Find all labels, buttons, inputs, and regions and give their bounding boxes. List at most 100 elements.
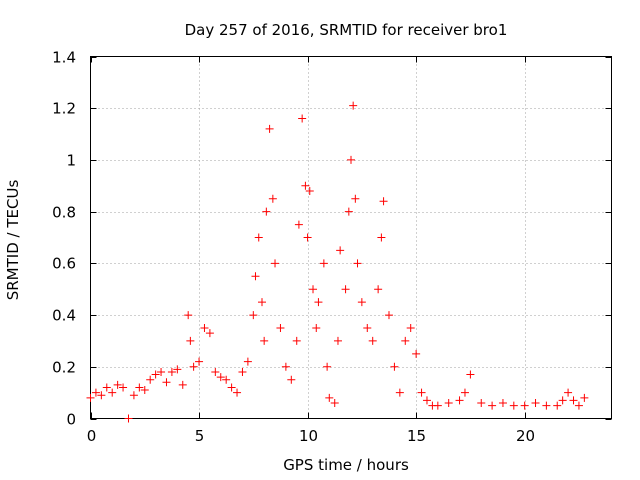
- data-point: [323, 362, 332, 371]
- data-point: [574, 401, 583, 410]
- data-point: [86, 393, 95, 402]
- data-point: [249, 311, 258, 320]
- data-point: [260, 336, 269, 345]
- tick-layer: 0 5 10 15 20 0 0.2 0.4 0.6 0.8 1 1.2 1.4: [52, 49, 612, 445]
- data-point: [151, 370, 160, 379]
- data-point: [238, 367, 247, 376]
- data-point: [542, 401, 551, 410]
- data-point: [325, 393, 334, 402]
- y-tick-label: 0: [66, 411, 76, 429]
- data-point: [455, 396, 464, 405]
- data-point: [379, 197, 388, 206]
- data-point: [368, 336, 377, 345]
- data-point: [564, 388, 573, 397]
- data-point: [222, 375, 231, 384]
- x-tick-label: 5: [195, 427, 205, 445]
- data-point: [301, 181, 310, 190]
- x-tick-label: 0: [87, 427, 97, 445]
- data-point: [319, 259, 328, 268]
- data-point: [298, 114, 307, 123]
- data-point: [205, 329, 214, 338]
- data-point: [395, 388, 404, 397]
- data-point: [305, 186, 314, 195]
- chart-title: Day 257 of 2016, SRMTID for receiver bro…: [185, 21, 508, 39]
- plot-frame: [90, 56, 612, 419]
- data-point: [520, 401, 529, 410]
- data-point: [357, 298, 366, 307]
- data-point: [558, 396, 567, 405]
- data-point: [294, 220, 303, 229]
- y-tick-label: 0.6: [52, 255, 76, 273]
- data-point: [341, 285, 350, 294]
- data-point: [374, 285, 383, 294]
- data-point: [377, 233, 386, 242]
- data-point: [444, 398, 453, 407]
- data-point: [488, 401, 497, 410]
- data-point: [262, 207, 271, 216]
- data-point: [211, 367, 220, 376]
- data-point: [553, 401, 562, 410]
- data-point: [336, 246, 345, 255]
- y-tick-label: 1.2: [52, 100, 76, 118]
- data-point: [251, 272, 260, 281]
- data-point: [91, 388, 100, 397]
- data-point: [344, 207, 353, 216]
- data-point: [119, 383, 128, 392]
- data-point: [195, 357, 204, 366]
- data-point: [186, 336, 195, 345]
- data-point: [363, 324, 372, 332]
- data-point: [108, 388, 117, 397]
- data-point: [189, 362, 198, 371]
- data-point: [287, 375, 296, 384]
- data-point: [233, 388, 242, 397]
- data-point: [309, 285, 318, 294]
- data-point: [353, 259, 362, 268]
- data-point: [292, 336, 301, 345]
- data-point: [569, 396, 578, 405]
- data-points: [86, 101, 589, 423]
- data-point: [509, 401, 518, 410]
- data-point: [200, 324, 209, 332]
- grid-layer: [90, 56, 612, 419]
- data-point: [303, 233, 312, 242]
- data-point: [401, 336, 410, 345]
- data-point: [102, 383, 111, 392]
- data-point: [276, 324, 285, 332]
- data-point: [257, 298, 266, 307]
- data-point: [184, 311, 193, 320]
- data-point: [433, 401, 442, 410]
- data-point: [412, 349, 421, 358]
- data-point: [477, 398, 486, 407]
- data-point: [135, 383, 144, 392]
- data-point: [330, 398, 339, 407]
- data-point: [498, 398, 507, 407]
- data-point: [243, 357, 252, 366]
- data-point: [417, 388, 426, 397]
- y-tick-label: 1.4: [52, 49, 76, 67]
- data-point: [347, 155, 355, 164]
- x-tick-label: 15: [407, 427, 426, 445]
- data-point: [390, 362, 399, 371]
- data-point: [333, 336, 342, 345]
- y-tick-label: 0.2: [52, 359, 76, 377]
- data-point: [178, 380, 187, 389]
- data-point: [173, 365, 182, 374]
- data-point: [351, 194, 360, 203]
- data-point: [265, 124, 274, 133]
- x-tick-label: 20: [516, 427, 535, 445]
- data-point: [97, 391, 106, 400]
- data-point: [129, 391, 138, 400]
- data-point: [281, 362, 290, 371]
- data-point: [580, 393, 589, 402]
- data-point: [113, 380, 122, 389]
- data-point: [140, 386, 149, 395]
- x-tick-label: 10: [299, 427, 318, 445]
- data-point: [384, 311, 393, 320]
- data-point: [460, 388, 469, 397]
- data-point: [271, 259, 280, 268]
- data-point: [531, 398, 540, 407]
- data-point: [349, 101, 358, 110]
- data-point: [124, 414, 133, 423]
- y-tick-label: 0.4: [52, 307, 76, 325]
